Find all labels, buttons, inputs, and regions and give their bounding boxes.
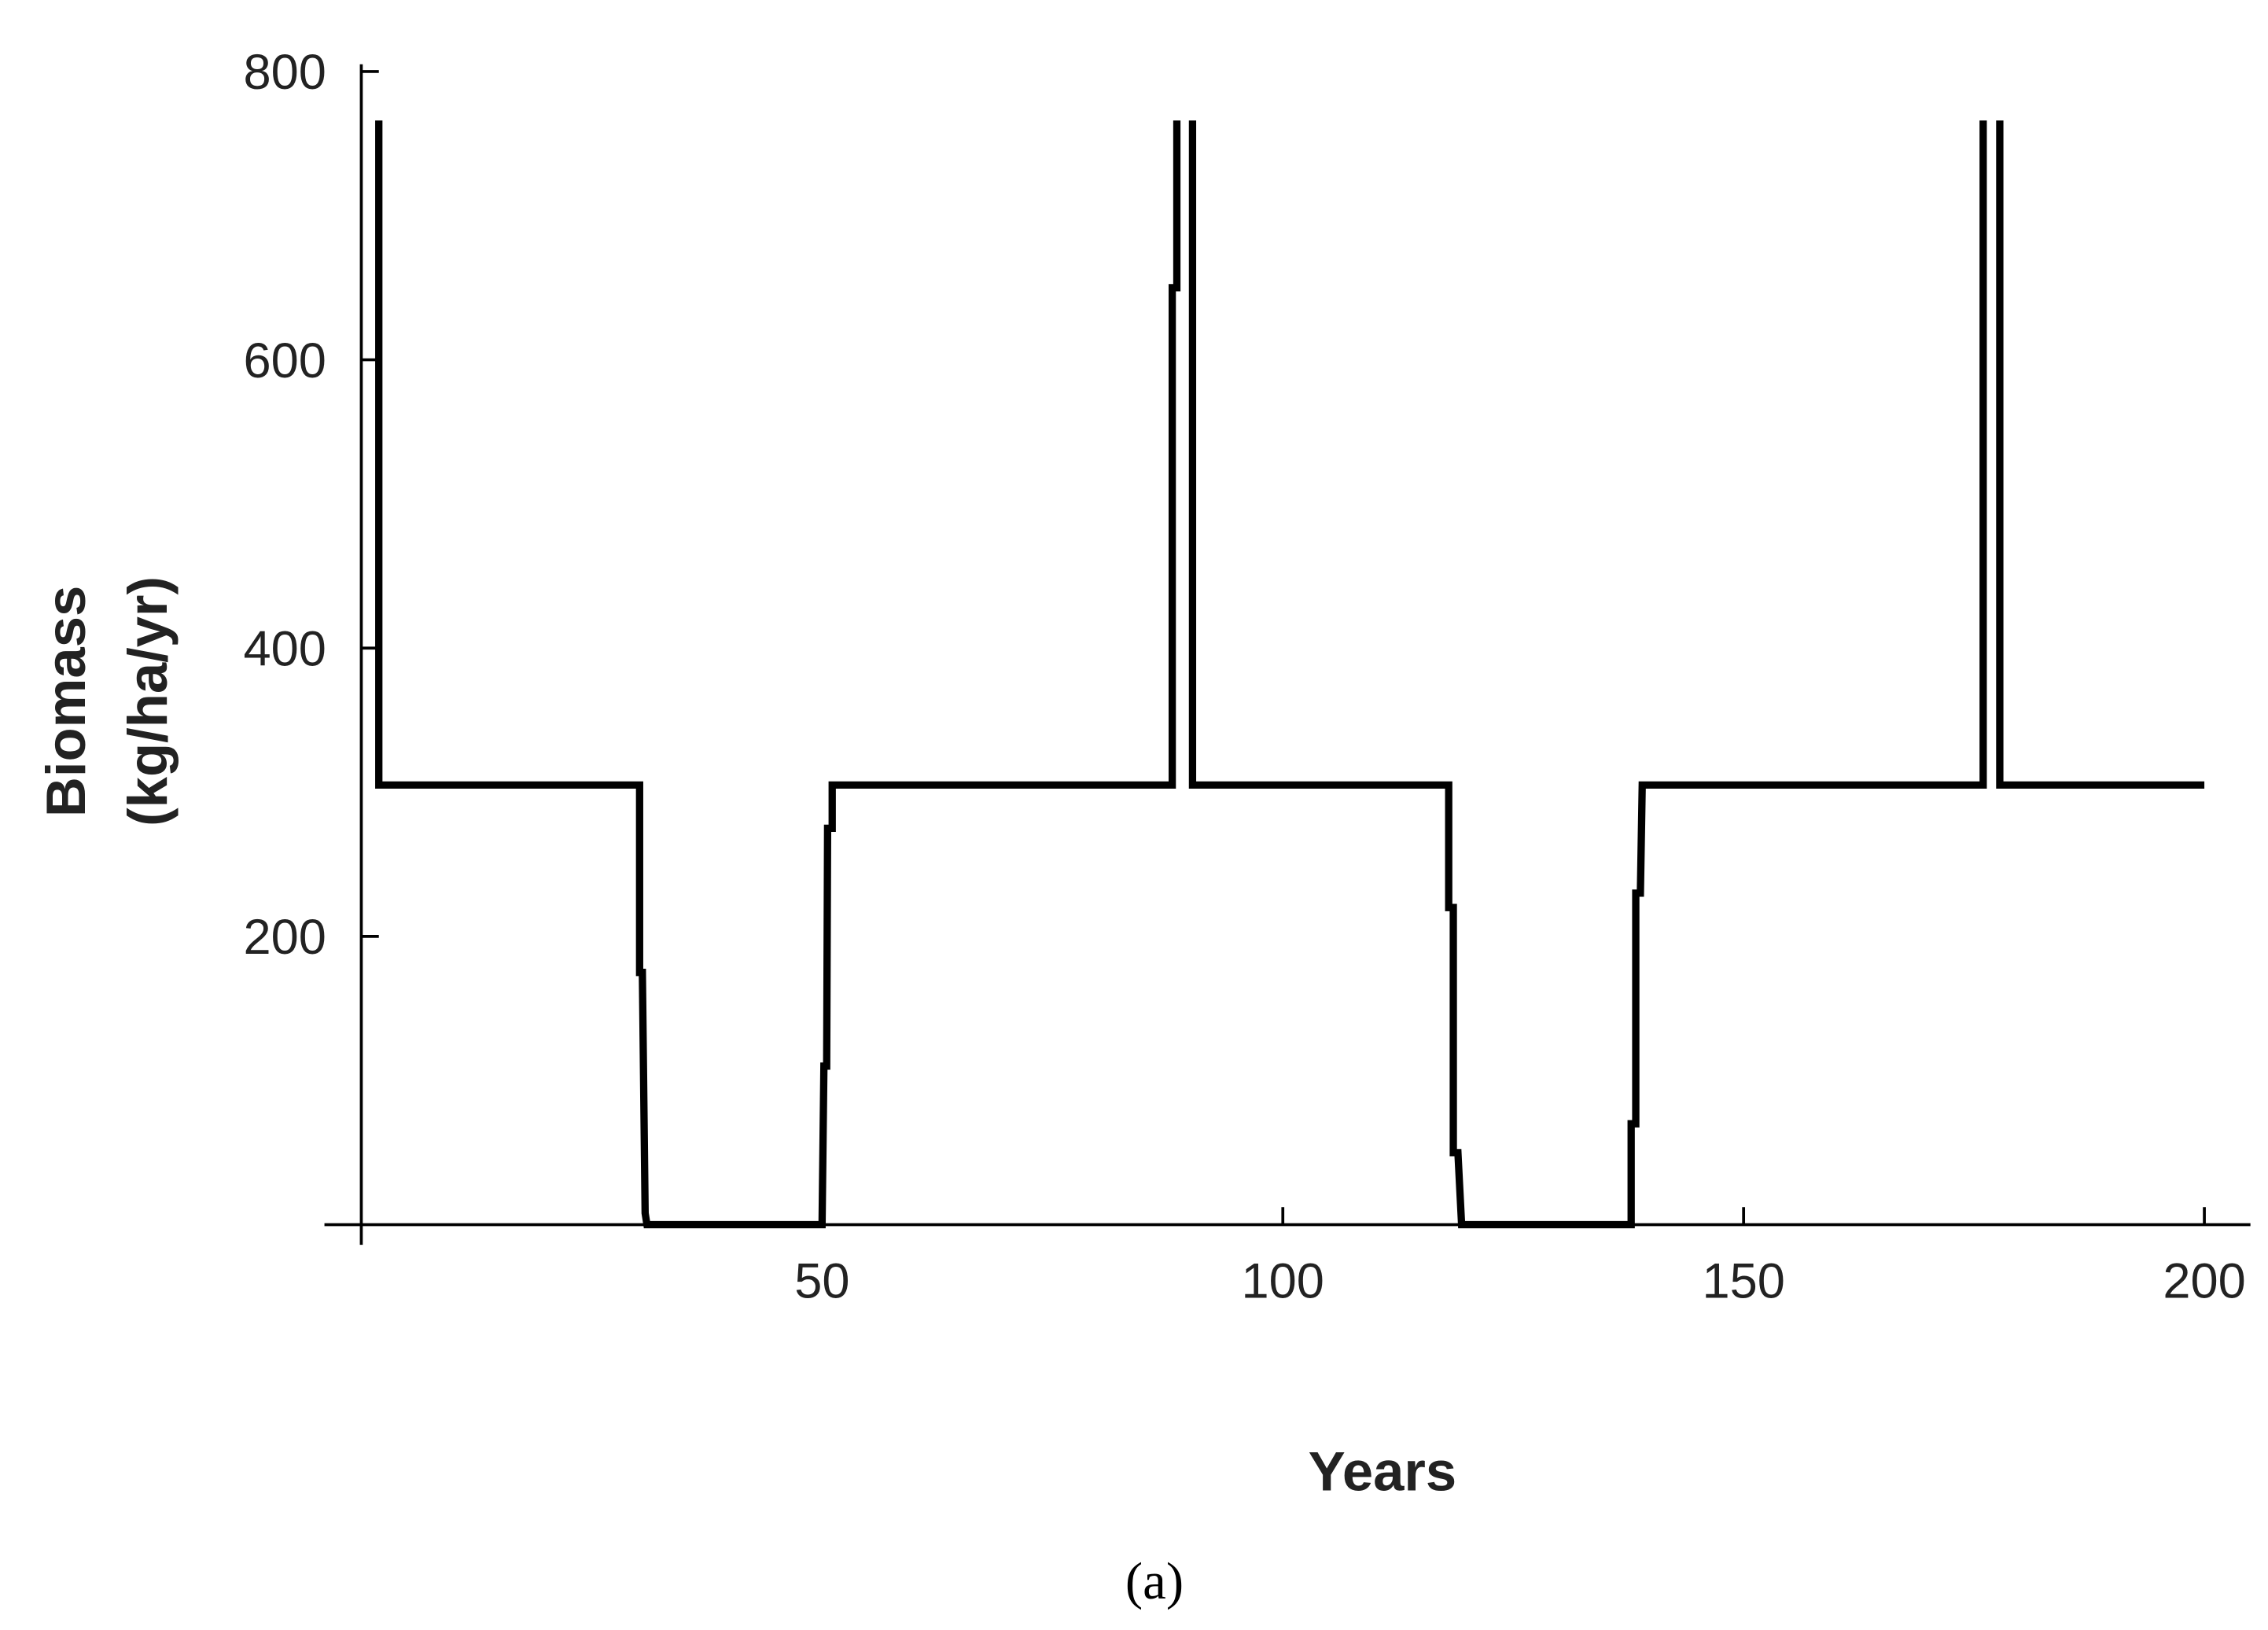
y-tick-label: 400 [243,622,326,677]
y-tick-label: 200 [243,910,326,965]
y-tick-label: 600 [243,333,326,388]
x-tick-label: 50 [794,1253,849,1308]
caption: (a) [1125,1552,1184,1610]
y-axis-label: Biomass [35,586,97,817]
y-tick-label: 800 [243,45,326,100]
x-tick-label: 200 [2163,1253,2245,1308]
y-axis-label: (kg/ha/yr) [116,576,179,826]
x-tick-label: 150 [1702,1253,1784,1308]
x-tick-label: 100 [1242,1253,1324,1308]
x-axis-label: Years [1309,1440,1457,1502]
data-line [375,120,2205,1229]
